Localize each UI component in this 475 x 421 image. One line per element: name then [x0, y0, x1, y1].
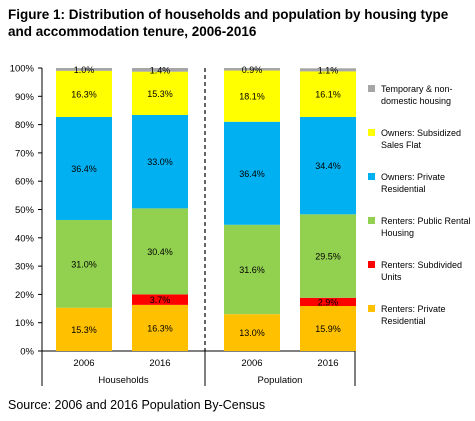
- bar-segment: [300, 71, 356, 117]
- bar-segment: [132, 68, 188, 72]
- bar-segment: [224, 121, 280, 225]
- bar-segment: [224, 224, 280, 315]
- data-label: 31.0%: [71, 259, 97, 269]
- chart-title: Figure 1: Distribution of households and…: [8, 7, 449, 39]
- bar-segment: [300, 306, 356, 351]
- y-tick-label: 70%: [15, 148, 35, 159]
- data-label: 33.0%: [147, 157, 173, 167]
- x-category-label: 2016: [317, 358, 338, 369]
- data-label: 15.3%: [147, 89, 173, 99]
- bar-segment: [300, 116, 356, 215]
- legend-label: Renters: Subdivided: [381, 260, 462, 270]
- legend-label: Renters: Public Rental: [381, 216, 471, 226]
- legend-label: Owners: Private: [381, 172, 445, 182]
- bar-segment: [224, 314, 280, 351]
- x-group-label: Households: [98, 375, 148, 386]
- legend: Temporary & non-domestic housing Owners: …: [368, 84, 471, 326]
- bar-segment: [56, 219, 112, 308]
- y-tick-label: 0%: [20, 347, 34, 358]
- data-label: 13.0%: [239, 328, 265, 338]
- y-tick-label: 10%: [15, 318, 35, 329]
- bar-segment: [224, 68, 280, 71]
- data-label: 29.5%: [315, 252, 341, 262]
- bar-segment: [132, 304, 188, 351]
- y-tick-label: 80%: [15, 120, 35, 131]
- legend-label: Residential: [381, 184, 426, 194]
- data-label: 16.1%: [315, 90, 341, 100]
- x-category-label: 2016: [149, 358, 170, 369]
- data-label: 15.3%: [71, 325, 97, 335]
- data-label: 16.3%: [71, 89, 97, 99]
- bars: [56, 68, 356, 351]
- data-label: 36.4%: [71, 164, 97, 174]
- legend-swatch: [368, 305, 375, 312]
- source-note: Source: 2006 and 2016 Population By-Cens…: [8, 398, 266, 412]
- x-category-label: 2006: [73, 358, 94, 369]
- bar-labels: 15.3% 31.0% 36.4% 16.3% 1.0% 16.3% 3.7% 30.4% 33…: [71, 65, 341, 338]
- data-label: 31.6%: [239, 265, 265, 275]
- data-label: 2.9%: [318, 297, 339, 307]
- bar-segment: [56, 68, 112, 71]
- legend-label: Sales Flat: [381, 140, 422, 150]
- bar-segment: [300, 68, 356, 72]
- y-tick-label: 90%: [15, 92, 35, 103]
- data-label: 15.9%: [315, 324, 341, 334]
- legend-label: Temporary & non-: [381, 84, 453, 94]
- data-label: 36.4%: [239, 169, 265, 179]
- data-label: 16.3%: [147, 323, 173, 333]
- x-group-label: Population: [258, 375, 303, 386]
- data-label: 30.4%: [147, 247, 173, 257]
- y-tick-label: 40%: [15, 233, 35, 244]
- axes: 0% 10% 20% 30% 40% 50% 60% 70% 80% 90% 100% 2006 201…: [10, 64, 356, 386]
- bar-segment: [132, 114, 188, 209]
- data-label: 1.0%: [74, 65, 95, 75]
- y-tick-label: 100%: [10, 64, 35, 75]
- y-tick-label: 20%: [15, 290, 35, 301]
- legend-swatch: [368, 129, 375, 136]
- y-tick-label: 60%: [15, 177, 35, 188]
- data-label: 0.9%: [242, 65, 263, 75]
- bar-segment: [224, 70, 280, 122]
- bar-segment: [56, 70, 112, 117]
- bar-segment: [300, 214, 356, 298]
- legend-swatch: [368, 173, 375, 180]
- legend-swatch: [368, 261, 375, 268]
- bar-segment: [56, 116, 112, 220]
- data-label: 18.1%: [239, 92, 265, 102]
- legend-label: Renters: Private: [381, 304, 446, 314]
- legend-label: Housing: [381, 228, 414, 238]
- data-label: 3.7%: [150, 295, 171, 305]
- x-category-label: 2006: [241, 358, 262, 369]
- legend-swatch: [368, 217, 375, 224]
- data-label: 1.1%: [318, 65, 339, 75]
- y-tick-label: 30%: [15, 262, 35, 273]
- legend-label: Units: [381, 272, 402, 282]
- bar-segment: [132, 71, 188, 115]
- legend-swatch: [368, 85, 375, 92]
- data-label: 1.4%: [150, 65, 171, 75]
- legend-label: Owners: Subsidized: [381, 128, 461, 138]
- bar-segment: [300, 297, 356, 307]
- data-label: 34.4%: [315, 161, 341, 171]
- legend-label: Residential: [381, 316, 426, 326]
- bar-segment: [56, 307, 112, 351]
- y-tick-label: 50%: [15, 205, 35, 216]
- bar-segment: [132, 294, 188, 305]
- legend-label: domestic housing: [381, 96, 451, 106]
- bar-segment: [132, 208, 188, 295]
